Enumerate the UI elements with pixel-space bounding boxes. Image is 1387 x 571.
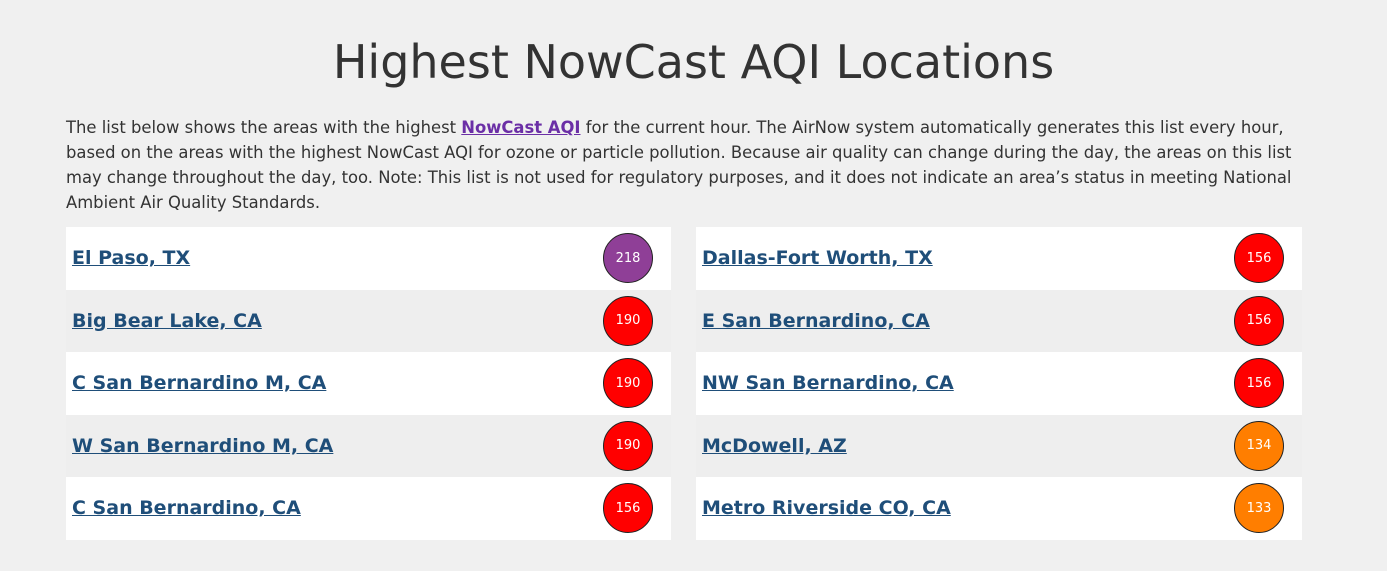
location-row: El Paso, TX 218 — [66, 227, 671, 290]
page-title: Highest NowCast AQI Locations — [332, 35, 1055, 89]
aqi-badge: 190 — [603, 358, 653, 409]
location-link[interactable]: C San Bernardino M, CA — [72, 372, 327, 395]
aqi-badge: 190 — [603, 295, 653, 346]
location-link[interactable]: W San Bernardino M, CA — [72, 434, 334, 457]
location-row: Metro Riverside CO, CA 133 — [696, 477, 1302, 540]
intro-text-after: for the current hour. The AirNow system … — [66, 118, 1292, 212]
location-row: McDowell, AZ 134 — [696, 414, 1302, 477]
location-link[interactable]: NW San Bernardino, CA — [702, 372, 954, 395]
aqi-badge: 190 — [603, 420, 653, 471]
locations-list-left: El Paso, TX 218 Big Bear Lake, CA 190 C … — [66, 227, 671, 540]
aqi-badge: 156 — [603, 483, 653, 534]
location-row: C San Bernardino M, CA 190 — [66, 352, 671, 415]
aqi-badge: 133 — [1234, 483, 1284, 534]
intro-text-before: The list below shows the areas with the … — [66, 118, 462, 137]
location-row: Big Bear Lake, CA 190 — [66, 289, 671, 352]
location-link[interactable]: El Paso, TX — [72, 247, 191, 270]
intro-paragraph: The list below shows the areas with the … — [66, 115, 1328, 215]
aqi-badge: 218 — [603, 233, 653, 284]
aqi-badge: 156 — [1234, 295, 1284, 346]
location-row: W San Bernardino M, CA 190 — [66, 414, 671, 477]
location-link[interactable]: Metro Riverside CO, CA — [702, 497, 951, 520]
location-link[interactable]: Big Bear Lake, CA — [72, 309, 262, 332]
location-row: NW San Bernardino, CA 156 — [696, 352, 1302, 415]
location-row: E San Bernardino, CA 156 — [696, 289, 1302, 352]
location-row: C San Bernardino, CA 156 — [66, 477, 671, 540]
aqi-badge: 156 — [1234, 233, 1284, 284]
aqi-badge: 134 — [1234, 420, 1284, 471]
location-row: Dallas-Fort Worth, TX 156 — [696, 227, 1302, 290]
location-link[interactable]: E San Bernardino, CA — [702, 309, 930, 332]
locations-list-right: Dallas-Fort Worth, TX 156 E San Bernardi… — [696, 227, 1302, 540]
location-link[interactable]: C San Bernardino, CA — [72, 497, 301, 520]
location-link[interactable]: McDowell, AZ — [702, 434, 847, 457]
nowcast-aqi-link[interactable]: NowCast AQI — [461, 118, 581, 137]
aqi-badge: 156 — [1234, 358, 1284, 409]
location-link[interactable]: Dallas-Fort Worth, TX — [702, 247, 933, 270]
